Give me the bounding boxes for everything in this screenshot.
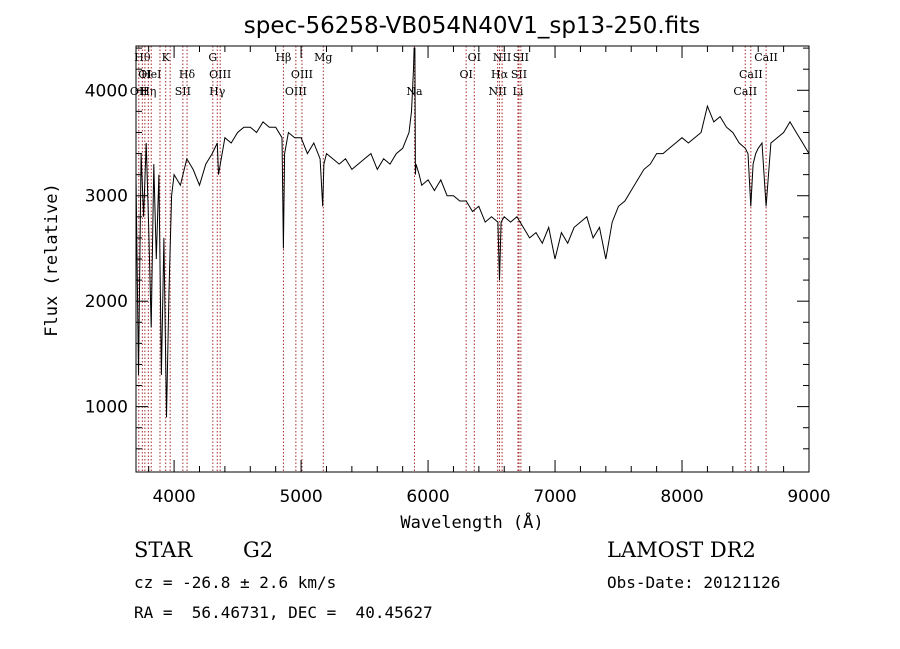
line-marker-label-16: Mg [314, 51, 332, 64]
line-marker-label-27: CaII [739, 68, 763, 81]
line-marker-label-25: SII [513, 51, 529, 64]
plot-frame [135, 45, 810, 473]
line-marker-label-20: NII [488, 85, 506, 98]
line-marker-label-8: SII [175, 85, 191, 98]
y-tick-label-2: 3000 [85, 187, 128, 207]
x-axis-label: Wavelength (Å) [400, 511, 543, 533]
cz-readout: cz = -26.8 ± 2.6 km/s [134, 573, 337, 592]
line-marker-label-19: OI [468, 51, 481, 64]
line-marker-label-6: K [162, 51, 171, 64]
x-tick-label-1: 5000 [279, 487, 322, 507]
line-marker-label-26: CaII [733, 85, 757, 98]
x-tick-label-0: 4000 [152, 487, 195, 507]
line-marker-label-15: OIII [291, 68, 313, 81]
line-marker-label-23: Li [513, 85, 524, 98]
line-marker-label-24: SII [511, 68, 527, 81]
x-tick-label-5: 9000 [787, 487, 830, 507]
line-markers: OIIHθOIHηHeIKSIIHδGHγOIIIHβOIIIOIIIMgNaO… [130, 46, 778, 472]
y-axis-label: Flux (relative) [42, 183, 62, 337]
line-marker-label-3: Hη [140, 85, 156, 98]
line-marker-label-1: Hθ [134, 51, 151, 64]
survey-name: LAMOST DR2 [607, 538, 756, 562]
chart-title: spec-56258-VB054N40V1_sp13-250.fits [244, 13, 700, 39]
line-marker-label-28: CaII [754, 51, 778, 64]
line-marker-label-12: OIII [209, 68, 231, 81]
x-tick-label-3: 7000 [533, 487, 576, 507]
y-tick-label-1: 2000 [85, 292, 128, 312]
line-marker-label-11: Hγ [209, 85, 226, 98]
line-marker-label-9: Hδ [179, 68, 196, 81]
observation-date: Obs-Date: 20121126 [607, 573, 781, 592]
line-marker-label-0: OII [130, 85, 148, 98]
y-tick-label-3: 4000 [85, 81, 128, 101]
y-tick-label-0: 1000 [85, 398, 128, 418]
line-marker-label-4: HeI [141, 68, 161, 81]
coordinates-readout: RA = 56.46731, DEC = 40.45627 [134, 603, 433, 622]
line-marker-label-13: Hβ [275, 51, 291, 64]
object-subclass: G2 [243, 538, 274, 562]
y-axis-ticks: 1000 2000 3000 4000 [85, 47, 809, 450]
x-axis-ticks: 4000 5000 6000 7000 8000 9000 [148, 46, 831, 507]
line-marker-label-18: OI [459, 68, 472, 81]
line-marker-label-22: NII [493, 51, 511, 64]
line-marker-label-21: Hα [491, 68, 509, 81]
x-tick-label-2: 6000 [406, 487, 449, 507]
line-marker-label-14: OIII [285, 85, 307, 98]
line-marker-label-10: G [208, 51, 217, 64]
spectrum-series-line [135, 47, 810, 418]
object-class: STAR [134, 538, 193, 562]
x-tick-label-4: 8000 [660, 487, 703, 507]
